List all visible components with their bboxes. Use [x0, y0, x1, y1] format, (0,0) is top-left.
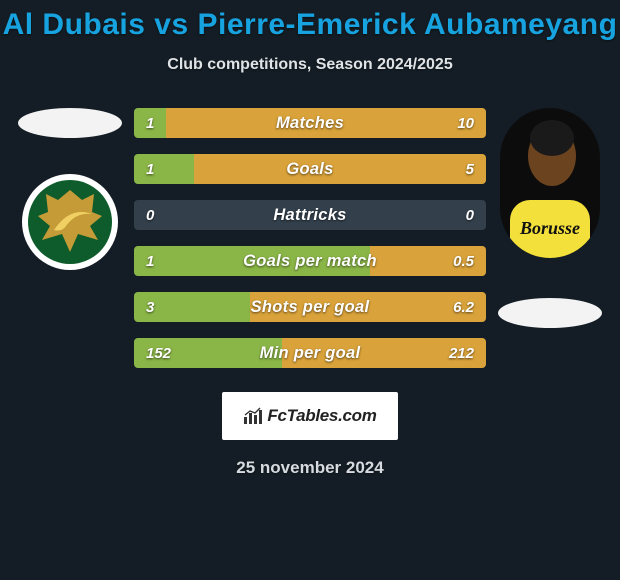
stat-label: Matches	[134, 108, 486, 138]
stat-label: Goals	[134, 154, 486, 184]
stat-bar: 110Matches	[134, 108, 486, 138]
main-row: 110Matches 15Goals 00Hattricks 10.5Goals pe…	[0, 108, 620, 368]
brand-badge: FcTables.com	[222, 392, 398, 440]
left-badge	[20, 172, 120, 272]
club-badge-icon	[20, 172, 120, 272]
right-player-column: Borusse	[490, 108, 610, 328]
chart-icon	[243, 407, 263, 425]
comparison-page: Al Dubais vs Pierre-Emerick Aubameyang C…	[0, 0, 620, 580]
left-player-column	[10, 108, 130, 272]
stat-label: Min per goal	[134, 338, 486, 368]
stat-bar: 36.2Shots per goal	[134, 292, 486, 322]
page-title: Al Dubais vs Pierre-Emerick Aubameyang	[3, 8, 618, 42]
stat-label: Hattricks	[134, 200, 486, 230]
right-shadow-ellipse	[498, 298, 602, 328]
svg-text:Borusse: Borusse	[519, 218, 580, 238]
brand-label: FcTables.com	[267, 406, 376, 426]
stat-bar: 152212Min per goal	[134, 338, 486, 368]
stat-bar: 15Goals	[134, 154, 486, 184]
stat-bars: 110Matches 15Goals 00Hattricks 10.5Goals pe…	[134, 108, 486, 368]
page-subtitle: Club competitions, Season 2024/2025	[167, 56, 452, 74]
stat-bar: 00Hattricks	[134, 200, 486, 230]
right-photo: Borusse	[500, 108, 600, 258]
stat-bar: 10.5Goals per match	[134, 246, 486, 276]
stat-label: Shots per goal	[134, 292, 486, 322]
left-shadow-ellipse	[18, 108, 122, 138]
player-photo-icon: Borusse	[500, 108, 600, 258]
date-label: 25 november 2024	[236, 458, 383, 478]
stat-label: Goals per match	[134, 246, 486, 276]
